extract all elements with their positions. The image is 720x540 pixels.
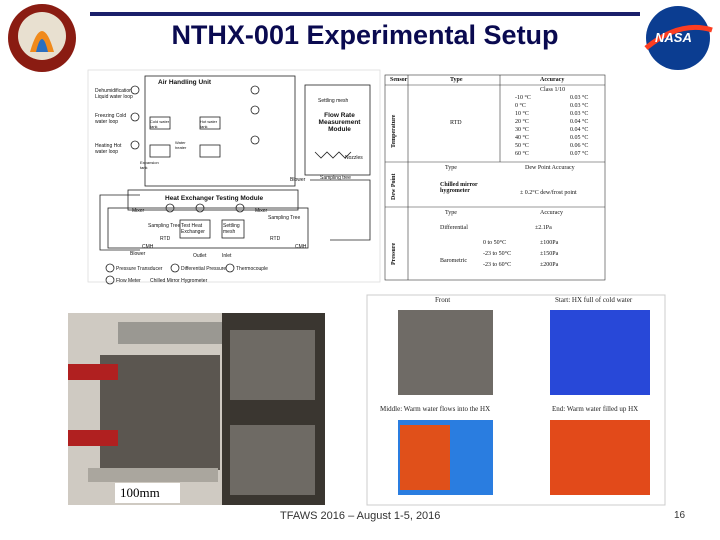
range-cell: -23 to 50°C: [483, 251, 512, 257]
accuracy-cell: ±2.1Pa: [535, 225, 552, 231]
hx-photo: [68, 313, 325, 505]
diagram-label: Outlet: [193, 253, 207, 259]
legend-label: Thermocouple: [236, 266, 268, 272]
diagram-label: Heat Exchanger Testing Module: [165, 195, 264, 202]
mission-logo: [8, 4, 76, 72]
header-cell: Accuracy: [540, 77, 565, 83]
caption: Middle: Warm water flows into the HX: [380, 405, 491, 413]
temperature-cell: 0 °C: [515, 103, 526, 109]
sub-header: Accuracy: [540, 210, 563, 216]
temperature-cell: 40 °C: [515, 135, 529, 141]
diagram-label: Hot water tank: [200, 119, 218, 129]
accuracy-cell: 0.03 °C: [570, 95, 589, 101]
section-label: Dew Point: [391, 173, 397, 201]
header-cell: Type: [450, 77, 463, 83]
diagram-label: Blower: [130, 251, 146, 257]
title: NTHX-001 Experimental Setup: [171, 20, 559, 50]
page-number: 16: [674, 510, 686, 521]
table-header: Sensor: [390, 77, 407, 83]
type-cell: Chilled mirror hygrometer: [440, 182, 478, 194]
diagram-label: Freezing Cold water loop: [95, 113, 127, 125]
scale-label: 100mm: [120, 485, 160, 500]
temperature-cell: 50 °C: [515, 143, 529, 149]
section-label: Temperature: [391, 114, 397, 148]
diagram-label: Air Handling Unit: [158, 79, 212, 86]
range-cell: -23 to 60°C: [483, 262, 512, 268]
diagram-label: Nozzles: [345, 155, 363, 161]
type-cell: RTD: [450, 120, 462, 126]
section-label: Pressure: [391, 242, 397, 265]
table-header: Accuracy: [540, 77, 564, 83]
accuracy-cell: ± 0.2°C dew/frost point: [520, 190, 577, 196]
accuracy-cell: 0.05 °C: [570, 135, 589, 141]
caption: Front: [435, 296, 451, 304]
schematic: [87, 69, 381, 285]
caption: End: Warm water filled up HX: [552, 405, 639, 413]
accuracy-cell: 0.06 °C: [570, 143, 589, 149]
accuracy-cell: ±200Pa: [540, 262, 559, 268]
table-header: Type: [450, 77, 463, 83]
type-cell: Barometric: [440, 258, 467, 264]
temperature-cell: -10 °C: [515, 95, 531, 101]
accuracy-cell: 0.03 °C: [570, 111, 589, 117]
temperature-cell: 60 °C: [515, 151, 529, 157]
legend-label: Flow Meter: [116, 278, 141, 284]
diagram-label: Settling mesh: [223, 223, 240, 235]
accuracy-cell: 0.04 °C: [570, 127, 589, 133]
diagram-label: Test Heat Exchanger: [181, 223, 205, 235]
diagram-label: Expansion tank: [140, 160, 159, 170]
temperature-cell: 10 °C: [515, 111, 529, 117]
sub-header: Type: [445, 165, 457, 171]
diagram-label: Cold water tank: [150, 119, 170, 129]
diagram-label: Heating Hot water loop: [95, 143, 122, 155]
class-label: Class 1/10: [540, 87, 566, 93]
diagram-label: RTD: [270, 236, 281, 242]
nasa-text: NASA: [655, 30, 692, 45]
type-cell: Differential: [440, 225, 468, 231]
diagram-label: Flow Rate Measurement Module: [318, 112, 361, 133]
diagram-label: Blower: [290, 177, 306, 183]
accuracy-cell: 0.03 °C: [570, 103, 589, 109]
diagram-label: Mixer: [255, 208, 268, 214]
legend-label: Pressure Transducer: [116, 266, 163, 272]
diagram-label: Inlet: [222, 253, 232, 259]
diagram-label: Sampling Tree: [268, 215, 301, 221]
legend-label: Differential Pressure: [181, 266, 227, 272]
diagram-label: Dehumidification Liquid water loop: [95, 88, 133, 100]
diagram-label: Sampling tree: [320, 175, 351, 181]
accuracy-cell: 0.04 °C: [570, 119, 589, 125]
accuracy-cell: ±150Pa: [540, 251, 559, 257]
header-cell: Sensor: [390, 77, 408, 83]
diagram-label: Settling mesh: [318, 98, 349, 104]
caption: Start: HX full of cold water: [555, 296, 633, 304]
nasa-logo: [644, 6, 713, 70]
sub-header: Type: [445, 210, 457, 216]
diagram-label: Mixer: [132, 208, 145, 214]
range-cell: 0 to 50°C: [483, 240, 507, 246]
thermal-images: [366, 294, 666, 506]
temperature-cell: 30 °C: [515, 127, 529, 133]
diagram-label: CMH: [142, 244, 154, 250]
accuracy-cell: 0.07 °C: [570, 151, 589, 157]
accuracy-cell: ±100Pa: [540, 240, 559, 246]
legend-label: Chilled Mirror Hygrometer: [150, 278, 208, 284]
temperature-cell: 20 °C: [515, 119, 529, 125]
diagram-label: CMH: [295, 244, 307, 250]
sub-header: Dew Point Accuracy: [525, 165, 575, 171]
footer-text: TFAWS 2016 – August 1-5, 2016: [280, 510, 441, 522]
diagram-label: Water heater: [175, 140, 187, 150]
diagram-label: Sampling Tree: [148, 223, 181, 229]
diagram-label: RTD: [160, 236, 171, 242]
table-grid: [384, 74, 606, 281]
